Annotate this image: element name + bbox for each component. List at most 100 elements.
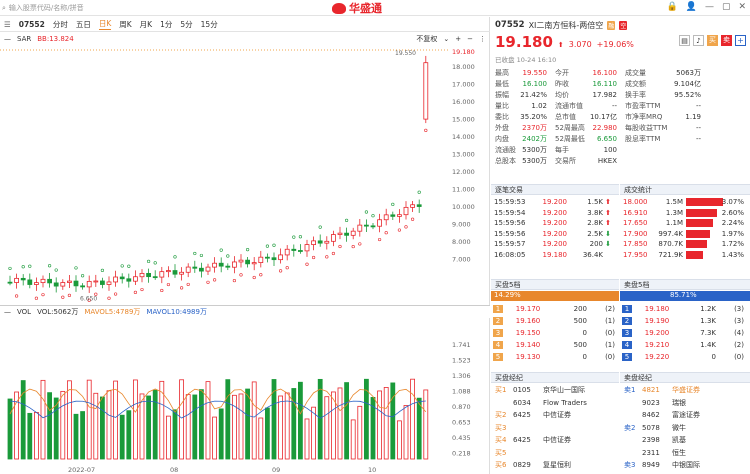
volume-bar [271, 379, 277, 460]
stock-code: 07552 [18, 19, 45, 29]
candle-body [238, 259, 244, 263]
short-badge: 空 [619, 20, 628, 30]
bid-volume: 500 [573, 341, 587, 349]
tab-item[interactable]: 15分 [200, 19, 218, 29]
bid-level: 1 [493, 305, 503, 313]
sar-dot [371, 214, 375, 218]
tick-volume: 2.5K [587, 229, 603, 238]
candle-body [34, 282, 39, 285]
maximize-icon[interactable]: ▢ [721, 2, 731, 12]
stats-bar: 2.60% [686, 208, 746, 217]
collapse-icon[interactable]: — [4, 308, 11, 316]
tick-time: 15:59:56 [494, 219, 526, 228]
volume-bar [60, 390, 66, 460]
ask-row: 5 19.220 0 (0) [620, 351, 750, 363]
volume-chart[interactable] [0, 319, 450, 464]
stats-pct: 1.72% [721, 240, 744, 249]
candle-body [165, 270, 171, 273]
top-bar: ⌕ 输入股票代码/名称/拼音 华盛通 🔒 👤 — ▢ ✕ [0, 0, 750, 16]
quote-grid: 最高 19.550 今开 16.100 成交量 5063万 最低 16.100 昨收 16.110… [491, 67, 750, 166]
sar-dot [219, 248, 223, 252]
buy-button[interactable]: 买 [707, 35, 718, 46]
sar-dot [8, 266, 12, 271]
tab-item[interactable]: 月K [139, 19, 153, 29]
settings-icon[interactable]: ⋮ [479, 35, 486, 43]
user-icon[interactable]: 👤 [685, 2, 697, 12]
buy-broker-level: 买6 [495, 461, 507, 470]
up-arrow-icon: ⬆ [605, 219, 611, 228]
quote-field-value: -- [695, 123, 701, 132]
notes-icon[interactable]: ▤ [679, 35, 690, 46]
quote-field-label: 交易所 [555, 156, 576, 165]
candle-body [231, 261, 237, 268]
sar-dot [193, 251, 197, 256]
last-price: 19.180 [495, 33, 553, 51]
volume-bar [159, 380, 165, 460]
buy-broker-row: 买1 0105 京华山一国际 [491, 384, 619, 397]
candle-body [7, 281, 13, 284]
sell-button[interactable]: 卖 [721, 35, 732, 46]
chevron-down-icon[interactable]: ⌄ [443, 35, 450, 43]
candlestick-chart[interactable]: 19.550 6.650 [0, 45, 450, 305]
vol-label[interactable]: VOL [17, 308, 32, 316]
mavol5-value: MAVOL5:4789万 [84, 308, 141, 316]
volume-bar [377, 390, 383, 460]
tab-item[interactable]: 五日 [75, 19, 91, 29]
indicator-name[interactable]: SAR [17, 35, 32, 43]
stats-volume: 1.3M [665, 208, 683, 217]
volume-bar [198, 389, 204, 460]
bid-orders: (1) [605, 341, 615, 349]
add-watchlist-button[interactable]: + [735, 35, 746, 46]
zoom-in-icon[interactable]: + [455, 35, 462, 43]
volume-tick-label: 1.306 [452, 372, 471, 380]
price-tick-label: 10.000 [452, 203, 475, 211]
sar-dot [345, 218, 349, 222]
quote-field-label: 52周最高 [555, 123, 585, 132]
adjust-dropdown[interactable]: 不复权 [416, 35, 438, 43]
search-input[interactable]: ⌕ 输入股票代码/名称/拼音 [2, 2, 152, 14]
ask-price: 19.210 [644, 341, 670, 349]
collapse-icon[interactable]: — [4, 35, 11, 43]
close-icon[interactable]: ✕ [738, 2, 746, 12]
tab-item[interactable]: 1分 [160, 19, 173, 29]
sar-dot [351, 244, 355, 249]
buy-broker-row: 买6 0829 复星恒利 [491, 459, 619, 472]
tab-item[interactable]: 分时 [52, 19, 68, 29]
buy-broker-level: 买5 [495, 448, 507, 457]
candle-body [93, 280, 99, 283]
ask-row: 4 19.210 1.4K (2) [620, 339, 750, 351]
sar-dot [47, 264, 52, 268]
quote-field-label: 总股本 [495, 156, 516, 165]
stats-price: 18.000 [623, 198, 648, 207]
sell-broker-id: 2311 [642, 448, 660, 457]
candle-body [126, 278, 132, 282]
tab-item[interactable]: 5分 [180, 19, 193, 29]
minimize-icon[interactable]: — [704, 2, 714, 12]
candle-body [390, 214, 396, 217]
menu-icon[interactable]: ☰ [4, 19, 11, 29]
quote-grid-row: 量比 1.02 流通市值 -- 市盈率TTM -- [491, 100, 750, 111]
volume-bar [410, 378, 416, 460]
sar-dot [213, 278, 217, 282]
candle-body [271, 257, 277, 261]
quote-field-label: 今开 [555, 68, 569, 77]
down-arrow-icon: ⬇ [605, 229, 611, 238]
bell-icon[interactable]: ♪ [693, 35, 704, 46]
lock-icon[interactable]: 🔒 [666, 2, 678, 12]
zoom-out-icon[interactable]: − [467, 35, 473, 43]
stats-bar-fill [686, 198, 723, 207]
stats-row: 17.850 870.7K 1.72% [620, 239, 750, 250]
tab-item-active[interactable]: 日K [98, 19, 112, 30]
bid-orders: (1) [605, 317, 615, 325]
sar-dot [279, 269, 283, 273]
tick-volume: 2.8K [587, 219, 603, 228]
volume-bar [396, 420, 402, 460]
volume-bar [284, 392, 290, 460]
tab-item[interactable]: 周K [119, 19, 132, 29]
quote-field-value: 16.110 [592, 79, 618, 88]
tick-time: 15:59:53 [494, 198, 526, 207]
volume-bar [403, 405, 409, 460]
tick-price: 19.200 [542, 198, 568, 207]
ask-price: 19.180 [644, 305, 670, 313]
sar-dot [67, 293, 71, 297]
